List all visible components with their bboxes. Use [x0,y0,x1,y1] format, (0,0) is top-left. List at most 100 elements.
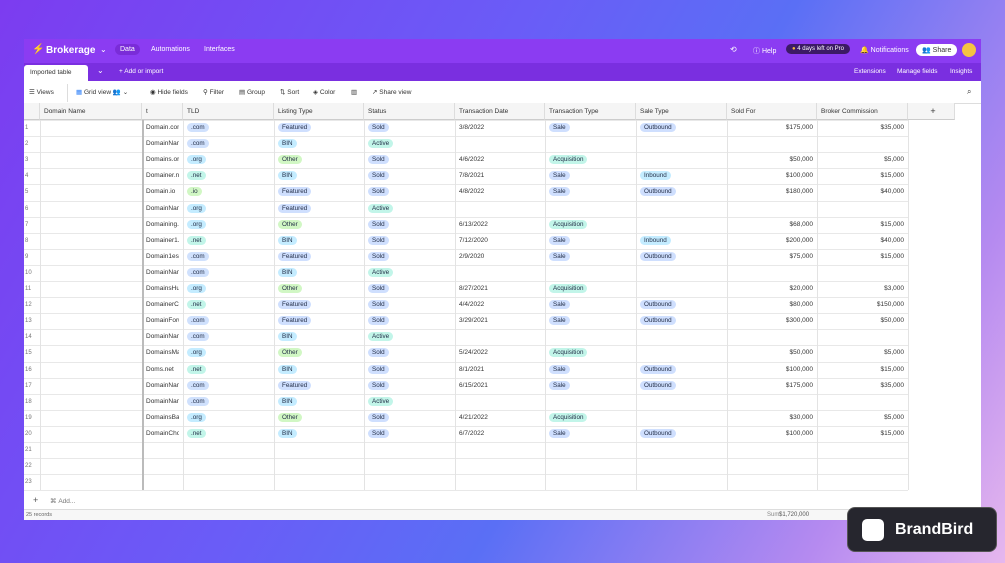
chip: Sold [368,251,389,261]
toolbar-item[interactable]: ◈ Color [313,89,336,96]
chip: BIN [278,139,297,149]
column-header[interactable]: Transaction Type [545,103,636,120]
tab[interactable]: Data [115,44,140,55]
toolbar-item[interactable]: ▤ Group [239,89,266,96]
row-number: 10 [25,269,32,276]
add-table[interactable]: + Add or import [119,68,164,75]
cell: BIN [278,394,360,410]
column-header[interactable]: Sale Type [636,103,727,120]
cell: Outbound [640,249,723,265]
column-header[interactable]: Status [364,103,455,120]
cell: .org [187,152,270,168]
avatar[interactable] [962,43,976,57]
column-header-text: Sale Type [640,108,669,115]
cell: Inbound [640,233,723,249]
chip: Inbound [640,171,671,181]
toolbar-icon[interactable]: ▥ [351,89,358,96]
column-header-text: Transaction Date [459,108,509,115]
row-number: 2 [25,141,29,148]
search[interactable]: ⌕ [967,87,972,96]
cell: Outbound [640,362,723,378]
chip: Outbound [640,380,676,390]
column-header[interactable]: Sold For [727,103,817,120]
toolbar-item[interactable]: ◉ Hide fields [150,89,188,96]
badge-logo [862,519,884,541]
cell: Domains.org [146,156,179,164]
cell: Featured [278,249,360,265]
cell: Domain.io [146,188,176,196]
add-row[interactable]: + [33,495,39,506]
help[interactable]: ⓘ Help [753,48,777,55]
notifications[interactable]: 🔔 Notifications [860,47,909,54]
toolbar-item[interactable]: ⇅ Sort [280,89,300,96]
column-header[interactable]: Listing Type [274,103,364,120]
cell: $35,000 [880,381,905,389]
toolbar-item-text: Color [319,89,336,96]
cell: $15,000 [880,429,905,437]
manage-fields[interactable]: Manage fields [897,68,938,75]
sum-label: Sum [767,512,780,519]
cell: $5,000 [884,156,904,164]
chip: .com [187,251,209,261]
cell: 4/6/2022 [459,156,485,164]
chip: Active [368,203,394,213]
trial[interactable]: ● 4 days left on Pro [786,44,850,54]
cell: Sold [368,233,451,249]
chip: .net [187,364,206,374]
insights[interactable]: Insights [950,68,973,75]
add-menu[interactable]: ⌘ Add... [50,498,76,506]
extensions[interactable]: Extensions [854,68,886,75]
dot: ● [792,46,796,52]
column-header-text: Sold For [731,108,756,115]
tab[interactable]: Interfaces [204,46,235,53]
cell: Domainer1.net [146,236,179,244]
tab[interactable]: Automations [151,46,190,53]
cell: $20,000 [789,285,814,292]
toolbar-item[interactable]: ⚲ Filter [203,89,225,96]
cell: Sold [368,281,451,297]
row-line [24,297,908,299]
cell: DomainsBase.org [146,413,179,421]
cell: $15,000 [880,172,905,180]
chip: Outbound [640,187,676,197]
cell: .org [187,201,270,217]
cell: 2/9/2020 [459,252,485,260]
add-column[interactable]: + [908,103,955,120]
row-number: 5 [25,189,29,196]
column-header[interactable]: t [142,103,183,120]
cell: Sold [368,410,451,426]
column-header[interactable]: TLD [183,103,274,120]
chip: .org [187,284,206,293]
cell: Sold [368,313,451,329]
views[interactable]: ☰ Views [29,89,54,96]
chip: Sold [368,235,389,245]
row-number: 11 [25,286,32,292]
cell: 4/8/2022 [459,188,485,196]
share-button[interactable]: 👥 Share [916,44,958,56]
column-header[interactable]: Broker Commission [817,103,908,120]
toolbar-item-text: Hide fields [157,89,188,96]
toolbar-item[interactable]: ↗ Share view [372,89,412,96]
cell: BIN [278,233,360,249]
chip: Other [278,219,302,229]
chevron[interactable]: ⌄ [97,66,104,75]
column-line [817,120,818,491]
column-header[interactable]: Domain Name [40,103,142,120]
cell: 7/8/2021 [459,172,485,180]
column-header[interactable]: Transaction Date [455,103,545,120]
history-icon[interactable]: ⟲ [730,45,737,54]
row-number: 6 [25,205,29,212]
row-number: 18 [25,398,32,405]
table-tab[interactable]: Imported table [24,65,88,81]
chip: Sold [368,300,389,310]
chip: Sold [368,316,389,326]
base-name[interactable]: Brokerage [46,45,96,56]
column-line [142,120,144,491]
cell: Sale [549,233,632,249]
grid-view[interactable]: ▦ Grid view 👥 ⌄ [76,89,129,96]
cell: BIN [278,329,360,345]
chip: Sale [549,235,570,245]
cell: Sale [549,297,632,313]
cell: .com [187,329,270,345]
